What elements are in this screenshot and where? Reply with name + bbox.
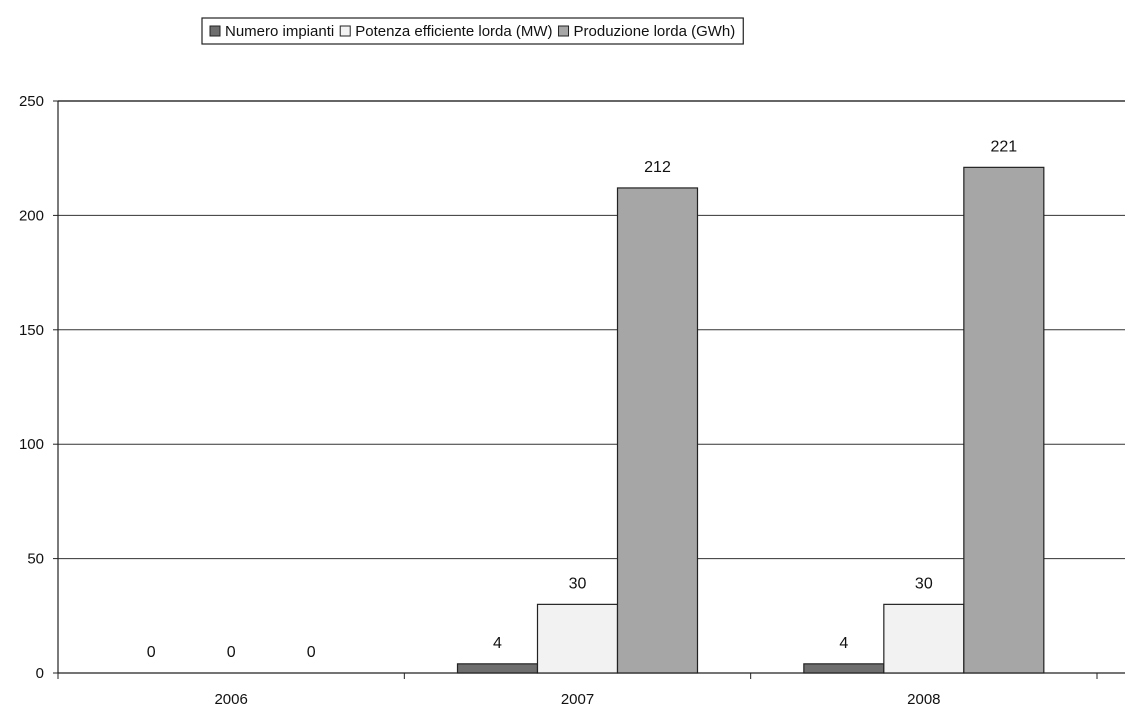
data-label: 0 [307, 644, 316, 661]
x-tick-label: 2007 [561, 691, 594, 708]
data-label: 221 [990, 138, 1017, 155]
legend-box [201, 17, 744, 45]
data-label: 30 [915, 575, 933, 592]
legend-entry: Produzione lorda (GWh) [574, 23, 736, 40]
legend: Numero impianti Potenza efficiente lorda … [201, 17, 744, 45]
x-tick-label: 2008 [907, 691, 940, 708]
y-tick-label: 200 [19, 207, 44, 224]
data-label: 212 [644, 159, 671, 176]
data-labels: 0 0 0 4 30 212 4 30 221 [147, 138, 1018, 661]
data-label: 4 [839, 635, 848, 652]
bar [616, 187, 699, 674]
data-label: 4 [493, 635, 502, 652]
bars [456, 166, 1045, 674]
bar [883, 603, 965, 674]
y-tick-label: 50 [27, 551, 44, 568]
legend-entry: Potenza efficiente lorda (MW) [355, 23, 552, 40]
data-label: 0 [147, 644, 156, 661]
legend-swatch [558, 25, 570, 37]
x-axis: 2006 2007 2008 [57, 672, 1125, 708]
x-tick-label: 2006 [214, 691, 247, 708]
y-tick-label: 150 [19, 322, 44, 339]
gridlines [58, 100, 1125, 560]
bar [803, 663, 885, 674]
y-tick-label: 250 [19, 93, 44, 110]
bar [536, 603, 619, 674]
legend-entry: Numero impianti [225, 23, 334, 40]
bar [963, 166, 1045, 674]
y-axis: 0 50 100 150 200 250 [19, 93, 59, 682]
legend-swatch [339, 25, 351, 37]
y-tick-label: 0 [36, 665, 44, 682]
y-tick-label: 100 [19, 436, 44, 453]
data-label: 0 [227, 644, 236, 661]
data-label: 30 [569, 575, 587, 592]
bar [456, 663, 539, 674]
legend-swatch [209, 25, 221, 37]
